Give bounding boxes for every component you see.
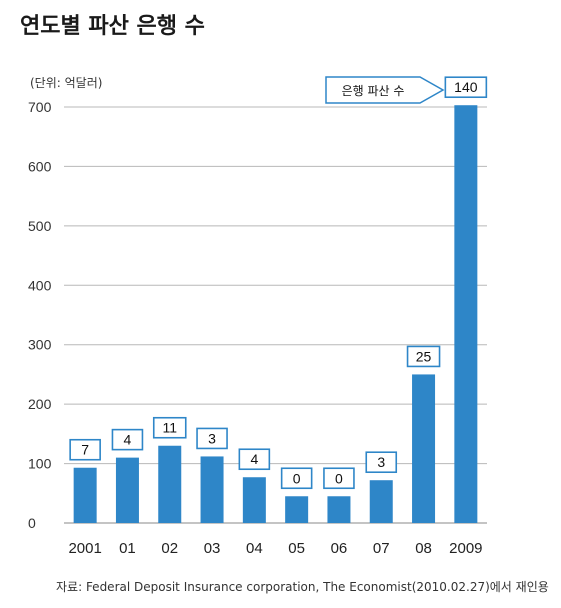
x-tick-label: 01: [119, 540, 136, 557]
x-tick-label: 05: [288, 540, 305, 557]
y-axis-ticks: 0 100 200 300 400 500 600 700: [28, 99, 52, 531]
x-tick-label: 07: [373, 540, 390, 557]
bar: [158, 445, 182, 523]
bar: [369, 480, 393, 523]
bars: [73, 105, 478, 524]
source-note: 자료: Federal Deposit Insurance corporatio…: [56, 580, 549, 594]
data-label-box: [444, 76, 488, 99]
data-label: 3: [208, 430, 216, 446]
bar: [115, 457, 139, 523]
x-tick-label: 08: [415, 540, 432, 557]
y-tick-label: 300: [28, 337, 52, 353]
bar: [454, 105, 478, 524]
callout: 은행 파산 수: [325, 76, 445, 104]
data-label-box: [196, 427, 228, 450]
data-label-box: [365, 451, 398, 474]
y-tick-label: 200: [28, 396, 52, 412]
x-tick-label: 03: [204, 540, 221, 557]
y-tick-label: 0: [28, 515, 36, 531]
data-label-box: [69, 438, 101, 461]
data-label: 3: [377, 454, 385, 470]
data-label-box: [280, 467, 313, 490]
x-tick-label: 2009: [449, 540, 482, 557]
y-tick-label: 400: [28, 277, 52, 293]
data-label: 11: [162, 420, 177, 436]
callout-box: [325, 76, 445, 104]
data-label: 25: [416, 348, 432, 364]
y-tick-label: 600: [28, 158, 52, 174]
data-label: 0: [293, 470, 301, 486]
data-label: 4: [124, 432, 132, 448]
x-tick-label: 02: [161, 540, 178, 557]
y-tick-label: 500: [28, 218, 52, 234]
data-label: 7: [81, 442, 89, 458]
data-label-box: [406, 345, 441, 368]
y-tick-label: 100: [28, 456, 52, 472]
y-tick-label: 700: [28, 99, 52, 115]
unit-label: (단위: 억달러): [30, 76, 103, 90]
data-label: 140: [454, 79, 478, 95]
data-label-box: [323, 467, 355, 490]
x-axis-ticks: 2001 01 02 03 04 05 06 07 08 2009: [68, 540, 482, 557]
chart-title: 연도별 파산 은행 수: [20, 14, 205, 39]
bar: [327, 496, 351, 523]
data-label: 4: [250, 451, 258, 467]
callout-text: 은행 파산 수: [342, 83, 405, 98]
data-label-box: [152, 416, 187, 439]
bar: [242, 477, 266, 523]
x-tick-label: 2001: [68, 540, 101, 557]
bar: [73, 467, 97, 523]
data-label: 0: [335, 470, 343, 486]
x-tick-label: 06: [331, 540, 348, 557]
data-label-box: [111, 428, 144, 451]
x-tick-label: 04: [246, 540, 263, 557]
bar: [285, 496, 309, 523]
bar: [200, 456, 224, 523]
data-labels: 7 4 11 3 4 0 0 3 25 140: [69, 76, 488, 490]
bar: [412, 374, 436, 523]
data-label-box: [238, 448, 271, 471]
